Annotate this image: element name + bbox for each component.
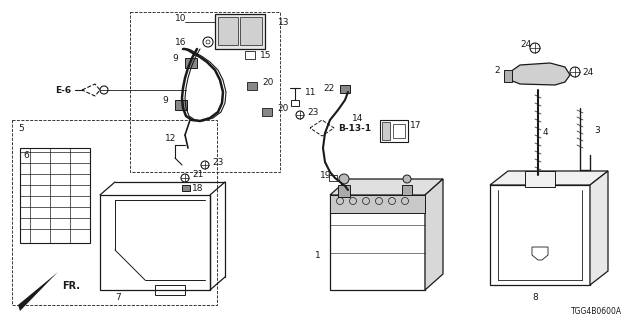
Bar: [245, 51, 255, 59]
Text: 2: 2: [494, 66, 500, 75]
Polygon shape: [490, 171, 608, 185]
Text: 8: 8: [532, 292, 538, 301]
Bar: [525, 171, 555, 187]
Text: 1: 1: [315, 251, 321, 260]
Text: 18: 18: [192, 183, 204, 193]
Circle shape: [403, 175, 411, 183]
Polygon shape: [18, 272, 58, 311]
Text: 15: 15: [260, 51, 271, 60]
Circle shape: [339, 174, 349, 184]
Polygon shape: [330, 179, 443, 195]
Text: 11: 11: [305, 87, 317, 97]
Text: 3: 3: [594, 125, 600, 134]
Text: 12: 12: [165, 133, 177, 142]
Text: E-6: E-6: [55, 85, 71, 94]
Bar: [393, 124, 405, 138]
Text: 23: 23: [307, 108, 318, 116]
Bar: [340, 85, 350, 93]
Polygon shape: [590, 171, 608, 285]
Bar: [12, 120, 217, 305]
Text: B-13-1: B-13-1: [338, 124, 371, 132]
Text: 19: 19: [320, 171, 332, 180]
Bar: [247, 82, 257, 90]
Bar: [185, 58, 197, 68]
Text: 6: 6: [23, 150, 29, 159]
Bar: [130, 12, 280, 172]
Text: 9: 9: [172, 53, 178, 62]
Bar: [330, 195, 425, 213]
Bar: [175, 100, 187, 110]
Bar: [240, 17, 262, 45]
Bar: [155, 285, 185, 295]
Text: 20: 20: [262, 77, 273, 86]
Text: 23: 23: [212, 157, 223, 166]
Bar: [330, 195, 425, 290]
Bar: [20, 148, 90, 243]
Bar: [402, 185, 412, 195]
Text: 24: 24: [520, 39, 531, 49]
Text: 14: 14: [352, 114, 364, 123]
Text: 9: 9: [162, 95, 168, 105]
Text: 5: 5: [18, 124, 24, 132]
Bar: [215, 14, 265, 49]
Bar: [382, 122, 390, 140]
Text: TGG4B0600A: TGG4B0600A: [571, 308, 622, 316]
Bar: [291, 100, 299, 106]
Polygon shape: [510, 63, 570, 85]
Text: 22: 22: [323, 84, 334, 92]
Bar: [262, 108, 272, 116]
Text: 10: 10: [175, 13, 186, 22]
Text: FR.: FR.: [62, 281, 80, 291]
Polygon shape: [425, 179, 443, 290]
Bar: [490, 185, 590, 285]
Bar: [380, 120, 408, 142]
Text: 4: 4: [543, 127, 548, 137]
Text: 24: 24: [582, 68, 593, 76]
Bar: [504, 70, 512, 82]
Text: 17: 17: [410, 121, 422, 130]
Text: 7: 7: [115, 293, 121, 302]
Text: 21: 21: [192, 170, 204, 179]
Bar: [182, 185, 190, 191]
Bar: [100, 195, 210, 290]
Text: 16: 16: [175, 37, 186, 46]
Text: 20: 20: [277, 103, 289, 113]
Bar: [338, 185, 350, 197]
Bar: [329, 175, 337, 181]
Text: 13: 13: [278, 18, 289, 27]
Bar: [218, 17, 238, 45]
